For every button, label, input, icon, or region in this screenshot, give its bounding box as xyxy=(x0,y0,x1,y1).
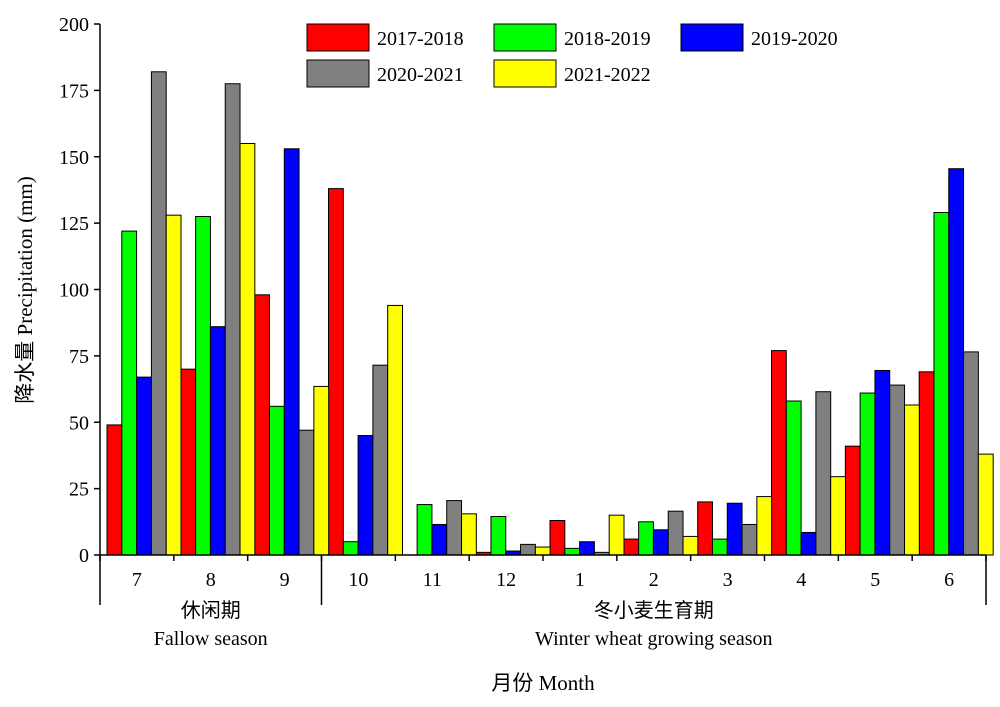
bar-2017-2018-month-6 xyxy=(918,371,935,556)
bar-2017-2018-month-2 xyxy=(623,538,640,556)
bar-2021-2022-month-6 xyxy=(977,453,994,556)
bar-2019-2020-month-8 xyxy=(209,326,226,556)
bar-2021-2022-month-10 xyxy=(387,304,404,556)
bar-2019-2020-month-7 xyxy=(136,376,152,556)
bar-2017-2018-month-7 xyxy=(106,424,123,556)
bar-2020-2021-month-2 xyxy=(667,510,684,556)
bar-2021-2022-month-12 xyxy=(534,546,551,556)
bar-2021-2022-month-1 xyxy=(608,514,625,556)
y-tick-label-75: 75 xyxy=(69,346,89,368)
bar-2018-2019-month-7 xyxy=(121,230,138,556)
y-tick-label-100: 100 xyxy=(59,280,89,302)
legend-swatch-2017-2018 xyxy=(306,23,370,52)
bar-2019-2020-month-3 xyxy=(726,502,743,556)
x-tick-label-8: 8 xyxy=(206,569,216,591)
bar-2021-2022-month-3 xyxy=(756,496,773,556)
bar-2021-2022-month-2 xyxy=(682,535,699,556)
legend-label-2021-2022: 2021-2022 xyxy=(564,64,651,86)
bar-2018-2019-month-6 xyxy=(933,212,950,556)
bar-2021-2022-month-8 xyxy=(239,142,256,556)
y-tick-label-200: 200 xyxy=(59,14,89,36)
x-tick-label-5: 5 xyxy=(870,569,880,591)
bar-2017-2018-month-9 xyxy=(254,294,270,556)
bar-2021-2022-month-11 xyxy=(461,513,477,556)
y-tick-label-50: 50 xyxy=(69,412,89,434)
bar-2021-2022-month-7 xyxy=(165,214,182,556)
bar-2020-2021-month-6 xyxy=(963,351,979,556)
x-tick-label-11: 11 xyxy=(423,569,442,591)
bar-2018-2019-month-12 xyxy=(490,516,507,556)
y-tick-label-175: 175 xyxy=(59,80,89,102)
bar-2019-2020-month-11 xyxy=(431,523,448,556)
legend-swatch-2021-2022 xyxy=(493,59,557,88)
bar-2020-2021-month-7 xyxy=(150,71,167,556)
bar-2019-2020-month-1 xyxy=(579,541,595,556)
x-tick-label-2: 2 xyxy=(649,569,659,591)
x-tick-label-6: 6 xyxy=(944,569,954,591)
bar-2019-2020-month-9 xyxy=(283,148,300,556)
y-axis-label: 降水量 Precipitation (mm) xyxy=(13,176,37,403)
bar-2020-2021-month-4 xyxy=(815,391,832,556)
y-tick-label-150: 150 xyxy=(59,147,89,169)
bar-2018-2019-month-4 xyxy=(785,400,802,556)
bar-2021-2022-month-4 xyxy=(830,476,847,556)
legend-label-2017-2018: 2017-2018 xyxy=(377,28,464,50)
bar-2017-2018-month-3 xyxy=(697,501,713,556)
bar-2021-2022-month-9 xyxy=(313,385,330,556)
y-tick-label-125: 125 xyxy=(59,213,89,235)
x-axis-label: 月份 Month xyxy=(491,671,595,695)
season-label-zh-1: 冬小麦生育期 xyxy=(594,599,714,622)
x-tick-label-7: 7 xyxy=(132,569,142,591)
x-tick-label-12: 12 xyxy=(496,569,516,591)
legend-label-2019-2020: 2019-2020 xyxy=(751,28,838,50)
bar-2018-2019-month-9 xyxy=(268,405,285,556)
bar-2017-2018-month-1 xyxy=(549,519,566,556)
x-tick-label-3: 3 xyxy=(723,569,733,591)
bar-2021-2022-month-5 xyxy=(904,404,920,556)
bar-2019-2020-month-2 xyxy=(652,529,669,556)
legend-swatch-2020-2021 xyxy=(306,59,370,88)
bar-2017-2018-month-10 xyxy=(328,188,344,556)
bar-2020-2021-month-3 xyxy=(741,523,758,556)
legend-label-2020-2021: 2020-2021 xyxy=(377,64,464,86)
bar-2018-2019-month-3 xyxy=(711,538,728,556)
x-tick-label-9: 9 xyxy=(280,569,290,591)
season-label-en-1: Winter wheat growing season xyxy=(535,628,772,650)
y-tick-label-25: 25 xyxy=(69,479,89,501)
legend-swatch-2019-2020 xyxy=(680,23,744,52)
y-tick-label-0: 0 xyxy=(79,545,89,567)
bar-2020-2021-month-5 xyxy=(889,384,906,556)
bar-2017-2018-month-8 xyxy=(180,368,197,556)
bar-2019-2020-month-6 xyxy=(948,168,965,556)
legend-swatch-2018-2019 xyxy=(493,23,557,52)
bar-2020-2021-month-8 xyxy=(224,83,241,556)
bar-2017-2018-month-5 xyxy=(844,445,861,556)
x-tick-label-1: 1 xyxy=(575,569,585,591)
bars-layer xyxy=(106,71,994,556)
bar-2019-2020-month-10 xyxy=(357,435,374,556)
bar-2018-2019-month-5 xyxy=(859,392,876,556)
bar-2019-2020-month-4 xyxy=(800,531,817,556)
season-label-en-0: Fallow season xyxy=(154,628,268,650)
bar-2018-2019-month-11 xyxy=(416,504,433,556)
legend: 2017-2018 2018-2019 2019-2020 2020-2021 2021… xyxy=(306,23,838,88)
bar-2018-2019-month-10 xyxy=(342,541,359,556)
bar-2020-2021-month-12 xyxy=(520,543,536,556)
bar-2018-2019-month-8 xyxy=(195,215,211,556)
bar-2018-2019-month-2 xyxy=(638,521,654,556)
bar-2020-2021-month-10 xyxy=(372,364,389,556)
bar-2020-2021-month-11 xyxy=(446,500,463,556)
season-label-zh-0: 休闲期 xyxy=(181,599,241,622)
bar-2019-2020-month-5 xyxy=(874,369,891,556)
bar-2020-2021-month-9 xyxy=(298,429,315,556)
bar-2017-2018-month-4 xyxy=(771,350,787,556)
legend-label-2018-2019: 2018-2019 xyxy=(564,28,651,50)
x-tick-label-10: 10 xyxy=(348,569,368,591)
x-tick-label-4: 4 xyxy=(796,569,806,591)
bar-2018-2019-month-1 xyxy=(564,547,581,556)
